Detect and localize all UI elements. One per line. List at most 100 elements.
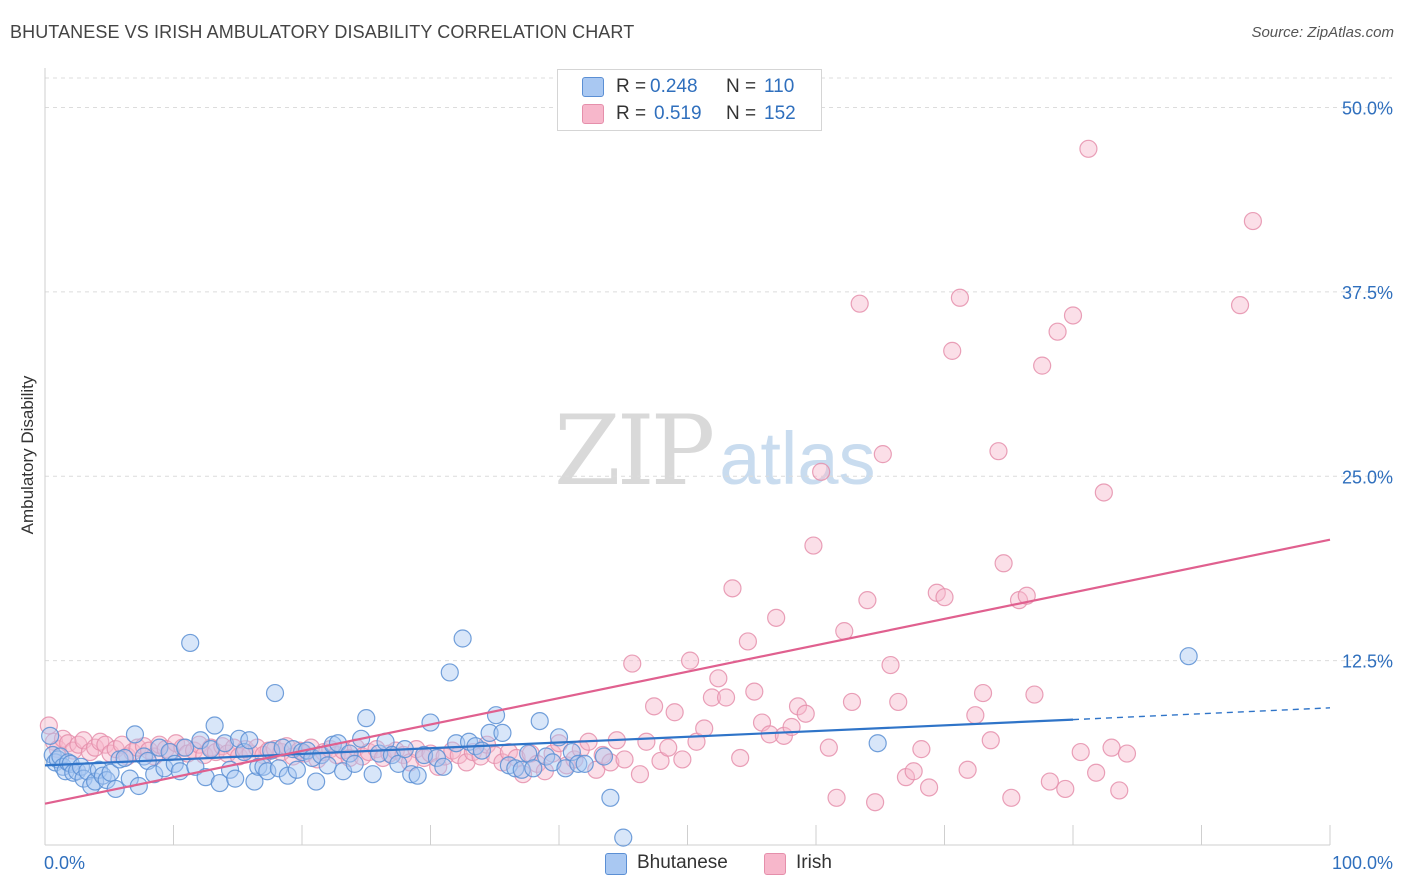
data-point-bhutanese xyxy=(205,716,224,735)
data-point-irish xyxy=(665,703,684,722)
data-point-bhutanese xyxy=(493,723,512,743)
data-point-irish xyxy=(858,591,877,610)
data-point-irish xyxy=(973,683,993,703)
data-point-bhutanese xyxy=(41,726,60,745)
data-point-bhutanese xyxy=(340,744,359,763)
data-point-irish xyxy=(702,688,722,707)
data-point-irish xyxy=(827,788,846,807)
data-point-irish xyxy=(1040,772,1059,791)
series-swatch-irish xyxy=(764,853,786,875)
legend-r-label: R = xyxy=(616,103,647,124)
data-point-bhutanese xyxy=(506,759,525,778)
data-point-irish xyxy=(1056,779,1075,799)
data-point-irish xyxy=(716,688,736,707)
data-point-irish xyxy=(1063,306,1083,325)
data-point-bhutanese xyxy=(258,762,277,781)
data-point-irish xyxy=(630,765,650,784)
data-points xyxy=(39,139,1263,847)
trend-lines xyxy=(44,538,1331,805)
data-point-bhutanese xyxy=(175,738,195,757)
data-point-irish xyxy=(919,778,939,797)
data-point-bhutanese xyxy=(249,757,268,776)
data-point-bhutanese xyxy=(363,765,382,784)
data-point-irish xyxy=(738,632,757,651)
data-point-bhutanese xyxy=(594,747,614,766)
y-axis-title: Ambulatory Disability xyxy=(18,375,37,535)
data-point-irish xyxy=(1094,483,1113,502)
data-point-bhutanese xyxy=(569,754,588,773)
data-point-irish xyxy=(1102,738,1121,757)
data-point-irish xyxy=(112,735,132,754)
data-point-bhutanese xyxy=(307,772,326,791)
data-point-irish xyxy=(1117,744,1137,763)
data-point-bhutanese xyxy=(278,766,297,785)
data-point-bhutanese xyxy=(530,711,549,731)
watermark-atlas: atlas xyxy=(719,417,876,500)
data-point-bhutanese xyxy=(357,709,376,728)
data-point-irish xyxy=(804,536,823,555)
grid xyxy=(45,77,1392,662)
data-point-bhutanese xyxy=(453,629,472,648)
watermark: ZIP atlas xyxy=(554,395,876,507)
data-point-bhutanese xyxy=(240,731,259,750)
legend-n-label: N = xyxy=(726,103,757,124)
legend-n-value: 152 xyxy=(764,103,796,124)
data-point-irish xyxy=(623,654,642,673)
x-tick-label: 100.0% xyxy=(1332,853,1393,873)
data-point-bhutanese xyxy=(408,766,427,785)
data-point-irish xyxy=(644,697,664,716)
y-tick-label: 50.0% xyxy=(1342,99,1393,119)
data-point-bhutanese xyxy=(226,769,245,788)
data-point-irish xyxy=(1071,742,1090,762)
y-tick-label: 12.5% xyxy=(1342,652,1393,672)
data-point-irish xyxy=(989,442,1008,461)
data-point-bhutanese xyxy=(101,763,120,782)
data-point-irish xyxy=(889,692,908,712)
data-point-irish xyxy=(745,682,764,701)
data-point-irish xyxy=(659,738,678,757)
data-point-bhutanese xyxy=(150,738,169,757)
data-point-irish xyxy=(695,719,714,738)
data-point-bhutanese xyxy=(265,683,285,703)
data-point-irish xyxy=(1230,296,1250,315)
data-point-bhutanese xyxy=(512,760,531,779)
y-tick-label: 37.5% xyxy=(1342,283,1393,303)
data-point-irish xyxy=(950,288,970,307)
data-point-bhutanese xyxy=(868,734,887,753)
legend-n-value: 110 xyxy=(764,76,795,97)
data-point-irish xyxy=(881,655,900,675)
data-point-irish xyxy=(1033,356,1052,375)
trend-line-bhutanese xyxy=(44,718,1074,767)
data-point-irish xyxy=(1087,763,1106,782)
trend-line-irish xyxy=(44,538,1331,805)
data-point-bhutanese xyxy=(440,663,459,682)
data-point-irish xyxy=(1025,685,1044,704)
data-point-irish xyxy=(1243,211,1263,231)
data-point-irish xyxy=(637,732,656,751)
data-point-bhutanese xyxy=(601,788,620,807)
series-swatch-bhutanese xyxy=(605,853,627,875)
data-point-irish xyxy=(994,554,1013,573)
watermark-zip: ZIP xyxy=(554,395,715,507)
data-point-irish xyxy=(966,706,985,725)
data-point-irish xyxy=(866,793,885,812)
data-point-irish xyxy=(842,692,862,712)
legend-n-label: N = xyxy=(726,76,757,97)
data-point-bhutanese xyxy=(181,633,200,653)
data-point-irish xyxy=(819,738,838,757)
data-point-irish xyxy=(680,651,700,670)
correlation-legend: R = 0.248 N = 110 R = 0.519 N = 152 xyxy=(557,69,822,131)
data-point-bhutanese xyxy=(1179,647,1198,666)
series-label-irish: Irish xyxy=(796,852,832,873)
data-point-irish xyxy=(812,462,831,481)
legend-r-value: 0.519 xyxy=(654,103,702,124)
series-label-bhutanese: Bhutanese xyxy=(637,852,728,873)
source-credit: Source: ZipAtlas.com xyxy=(1251,24,1394,41)
data-point-irish xyxy=(873,445,892,464)
data-point-irish xyxy=(981,731,1000,750)
data-point-irish xyxy=(935,588,954,607)
data-point-bhutanese xyxy=(524,759,543,778)
data-point-irish xyxy=(1002,788,1021,807)
data-point-bhutanese xyxy=(402,765,421,784)
